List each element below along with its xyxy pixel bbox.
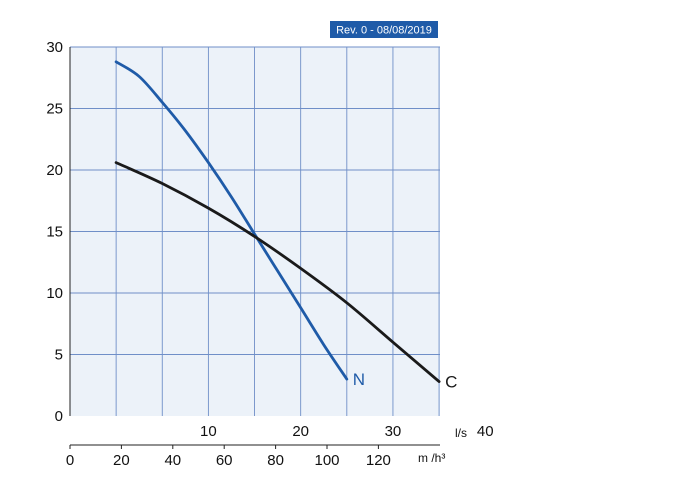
secondary-x-tick-label: 80 bbox=[267, 452, 284, 469]
secondary-x-tick-label: 0 bbox=[66, 452, 74, 469]
secondary-x-tick-label: 40 bbox=[164, 452, 181, 469]
x-tick-label: 10 bbox=[200, 423, 217, 440]
y-tick-label: 15 bbox=[46, 224, 63, 241]
y-tick-label: 10 bbox=[46, 285, 63, 302]
revision-badge: Rev. 0 - 08/08/2019 bbox=[330, 21, 438, 38]
y-tick-label: 25 bbox=[46, 101, 63, 118]
curve-label-C: C bbox=[445, 373, 457, 392]
y-tick-label: 20 bbox=[46, 162, 63, 179]
secondary-x-tick-label: 60 bbox=[216, 452, 233, 469]
x-tick-label: 40 bbox=[477, 423, 494, 440]
x-tick-label: 30 bbox=[385, 423, 402, 440]
x-axis-tick-labels: 10 20 30 40 bbox=[200, 423, 493, 440]
revision-badge-text: Rev. 0 - 08/08/2019 bbox=[336, 25, 432, 37]
revision-badge-background bbox=[330, 21, 438, 38]
secondary-x-tick-label: 120 bbox=[366, 452, 391, 469]
secondary-x-tick-label: 20 bbox=[113, 452, 130, 469]
x-tick-label: 20 bbox=[292, 423, 309, 440]
secondary-x-axis-tick-labels: 0 20 40 60 80 100 120 bbox=[66, 452, 391, 469]
secondary-x-tick-label: 100 bbox=[314, 452, 339, 469]
y-tick-label: 0 bbox=[55, 408, 63, 425]
y-tick-label: 5 bbox=[55, 347, 63, 364]
curve-N bbox=[114, 60, 349, 381]
x-axis-unit-label: l/s bbox=[455, 426, 467, 440]
secondary-x-axis-unit-label: m /h³ bbox=[418, 451, 445, 465]
y-tick-label: 30 bbox=[46, 39, 63, 56]
curve-C bbox=[114, 161, 441, 383]
curve-label-N: N bbox=[353, 370, 365, 389]
axes bbox=[69, 47, 440, 449]
y-axis-tick-labels: 0 5 10 15 20 25 30 bbox=[46, 39, 63, 425]
